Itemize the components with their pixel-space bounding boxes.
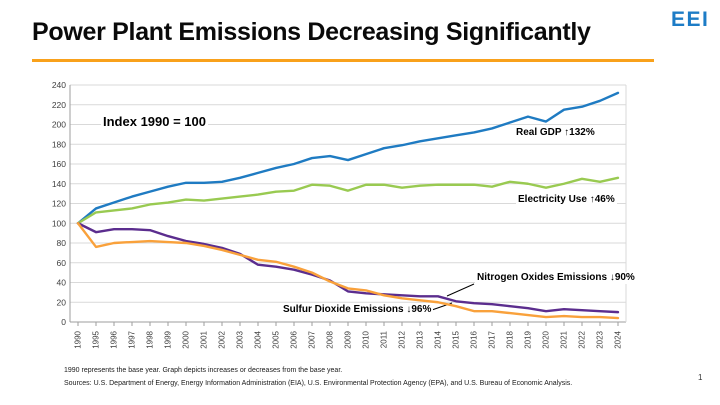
series-label-electricity-use: Electricity Use ↑46% (516, 194, 617, 206)
svg-text:2024: 2024 (614, 330, 623, 348)
page-number: 1 (698, 373, 703, 382)
svg-text:240: 240 (52, 80, 66, 90)
svg-text:2001: 2001 (200, 330, 209, 348)
series-label-real-gdp: Real GDP ↑132% (514, 127, 597, 139)
title-underline (32, 59, 654, 62)
svg-text:180: 180 (52, 139, 66, 149)
svg-text:2011: 2011 (380, 330, 389, 348)
series-label-sulfur-dioxide: Sulfur Dioxide Emissions ↓96% (281, 304, 434, 316)
svg-text:0: 0 (61, 317, 66, 327)
svg-text:2005: 2005 (272, 330, 281, 348)
svg-text:2022: 2022 (578, 330, 587, 348)
svg-text:2013: 2013 (416, 330, 425, 348)
svg-text:2008: 2008 (326, 330, 335, 348)
svg-text:1997: 1997 (128, 330, 137, 348)
page-title: Power Plant Emissions Decreasing Signifi… (32, 18, 591, 46)
svg-text:1999: 1999 (164, 330, 173, 348)
svg-text:2019: 2019 (524, 330, 533, 348)
svg-text:2010: 2010 (362, 330, 371, 348)
svg-text:2000: 2000 (182, 330, 191, 348)
svg-text:2018: 2018 (506, 330, 515, 348)
svg-text:2002: 2002 (218, 330, 227, 348)
footnote-base-year: 1990 represents the base year. Graph dep… (64, 367, 343, 374)
eei-logo: EEI (671, 8, 710, 31)
svg-text:1996: 1996 (110, 330, 119, 348)
svg-text:2003: 2003 (236, 330, 245, 348)
svg-text:2004: 2004 (254, 330, 263, 348)
svg-text:60: 60 (57, 258, 67, 268)
svg-text:2021: 2021 (560, 330, 569, 348)
svg-text:1998: 1998 (146, 330, 155, 348)
index-annotation: Index 1990 = 100 (101, 114, 208, 130)
svg-text:200: 200 (52, 120, 66, 130)
svg-text:2007: 2007 (308, 330, 317, 348)
svg-text:2020: 2020 (542, 330, 551, 348)
svg-text:20: 20 (57, 297, 67, 307)
svg-text:2016: 2016 (470, 330, 479, 348)
svg-text:140: 140 (52, 179, 66, 189)
svg-text:2023: 2023 (596, 330, 605, 348)
svg-text:2015: 2015 (452, 330, 461, 348)
svg-text:160: 160 (52, 159, 66, 169)
svg-text:2017: 2017 (488, 330, 497, 348)
svg-text:40: 40 (57, 278, 67, 288)
svg-text:1995: 1995 (92, 330, 101, 348)
svg-text:2012: 2012 (398, 330, 407, 348)
svg-text:2009: 2009 (344, 330, 353, 348)
series-label-nitrogen-oxides: Nitrogen Oxides Emissions ↓90% (475, 272, 637, 284)
svg-text:100: 100 (52, 218, 66, 228)
svg-text:1990: 1990 (74, 330, 83, 348)
footnote-sources: Sources: U.S. Department of Energy, Ener… (64, 380, 573, 387)
svg-text:220: 220 (52, 100, 66, 110)
svg-text:2014: 2014 (434, 330, 443, 348)
svg-text:80: 80 (57, 238, 67, 248)
svg-text:120: 120 (52, 199, 66, 209)
svg-text:2006: 2006 (290, 330, 299, 348)
